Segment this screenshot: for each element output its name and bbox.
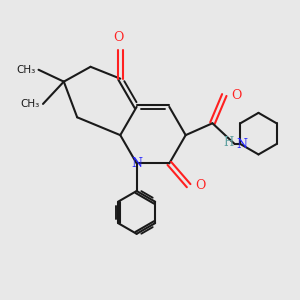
Text: O: O [232,88,242,101]
Text: O: O [114,31,124,44]
Text: N: N [236,138,247,151]
Text: CH₃: CH₃ [21,99,40,109]
Text: O: O [195,179,206,192]
Text: N: N [131,157,142,170]
Text: H: H [223,136,233,149]
Text: CH₃: CH₃ [16,65,36,75]
